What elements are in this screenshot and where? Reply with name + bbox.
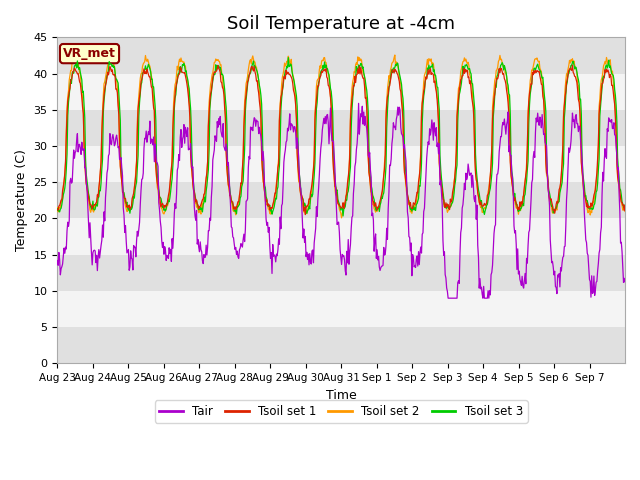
Bar [58,182,625,218]
Bar [58,146,625,182]
Bar [58,73,625,110]
Y-axis label: Temperature (C): Temperature (C) [15,149,28,252]
Legend: Tair, Tsoil set 1, Tsoil set 2, Tsoil set 3: Tair, Tsoil set 1, Tsoil set 2, Tsoil se… [155,400,528,423]
Bar [58,218,625,255]
Bar [58,37,625,73]
Title: Soil Temperature at -4cm: Soil Temperature at -4cm [227,15,455,33]
X-axis label: Time: Time [326,389,356,402]
Text: VR_met: VR_met [63,47,116,60]
Bar [58,327,625,363]
Bar [58,255,625,291]
Bar [58,110,625,146]
Bar [58,291,625,327]
